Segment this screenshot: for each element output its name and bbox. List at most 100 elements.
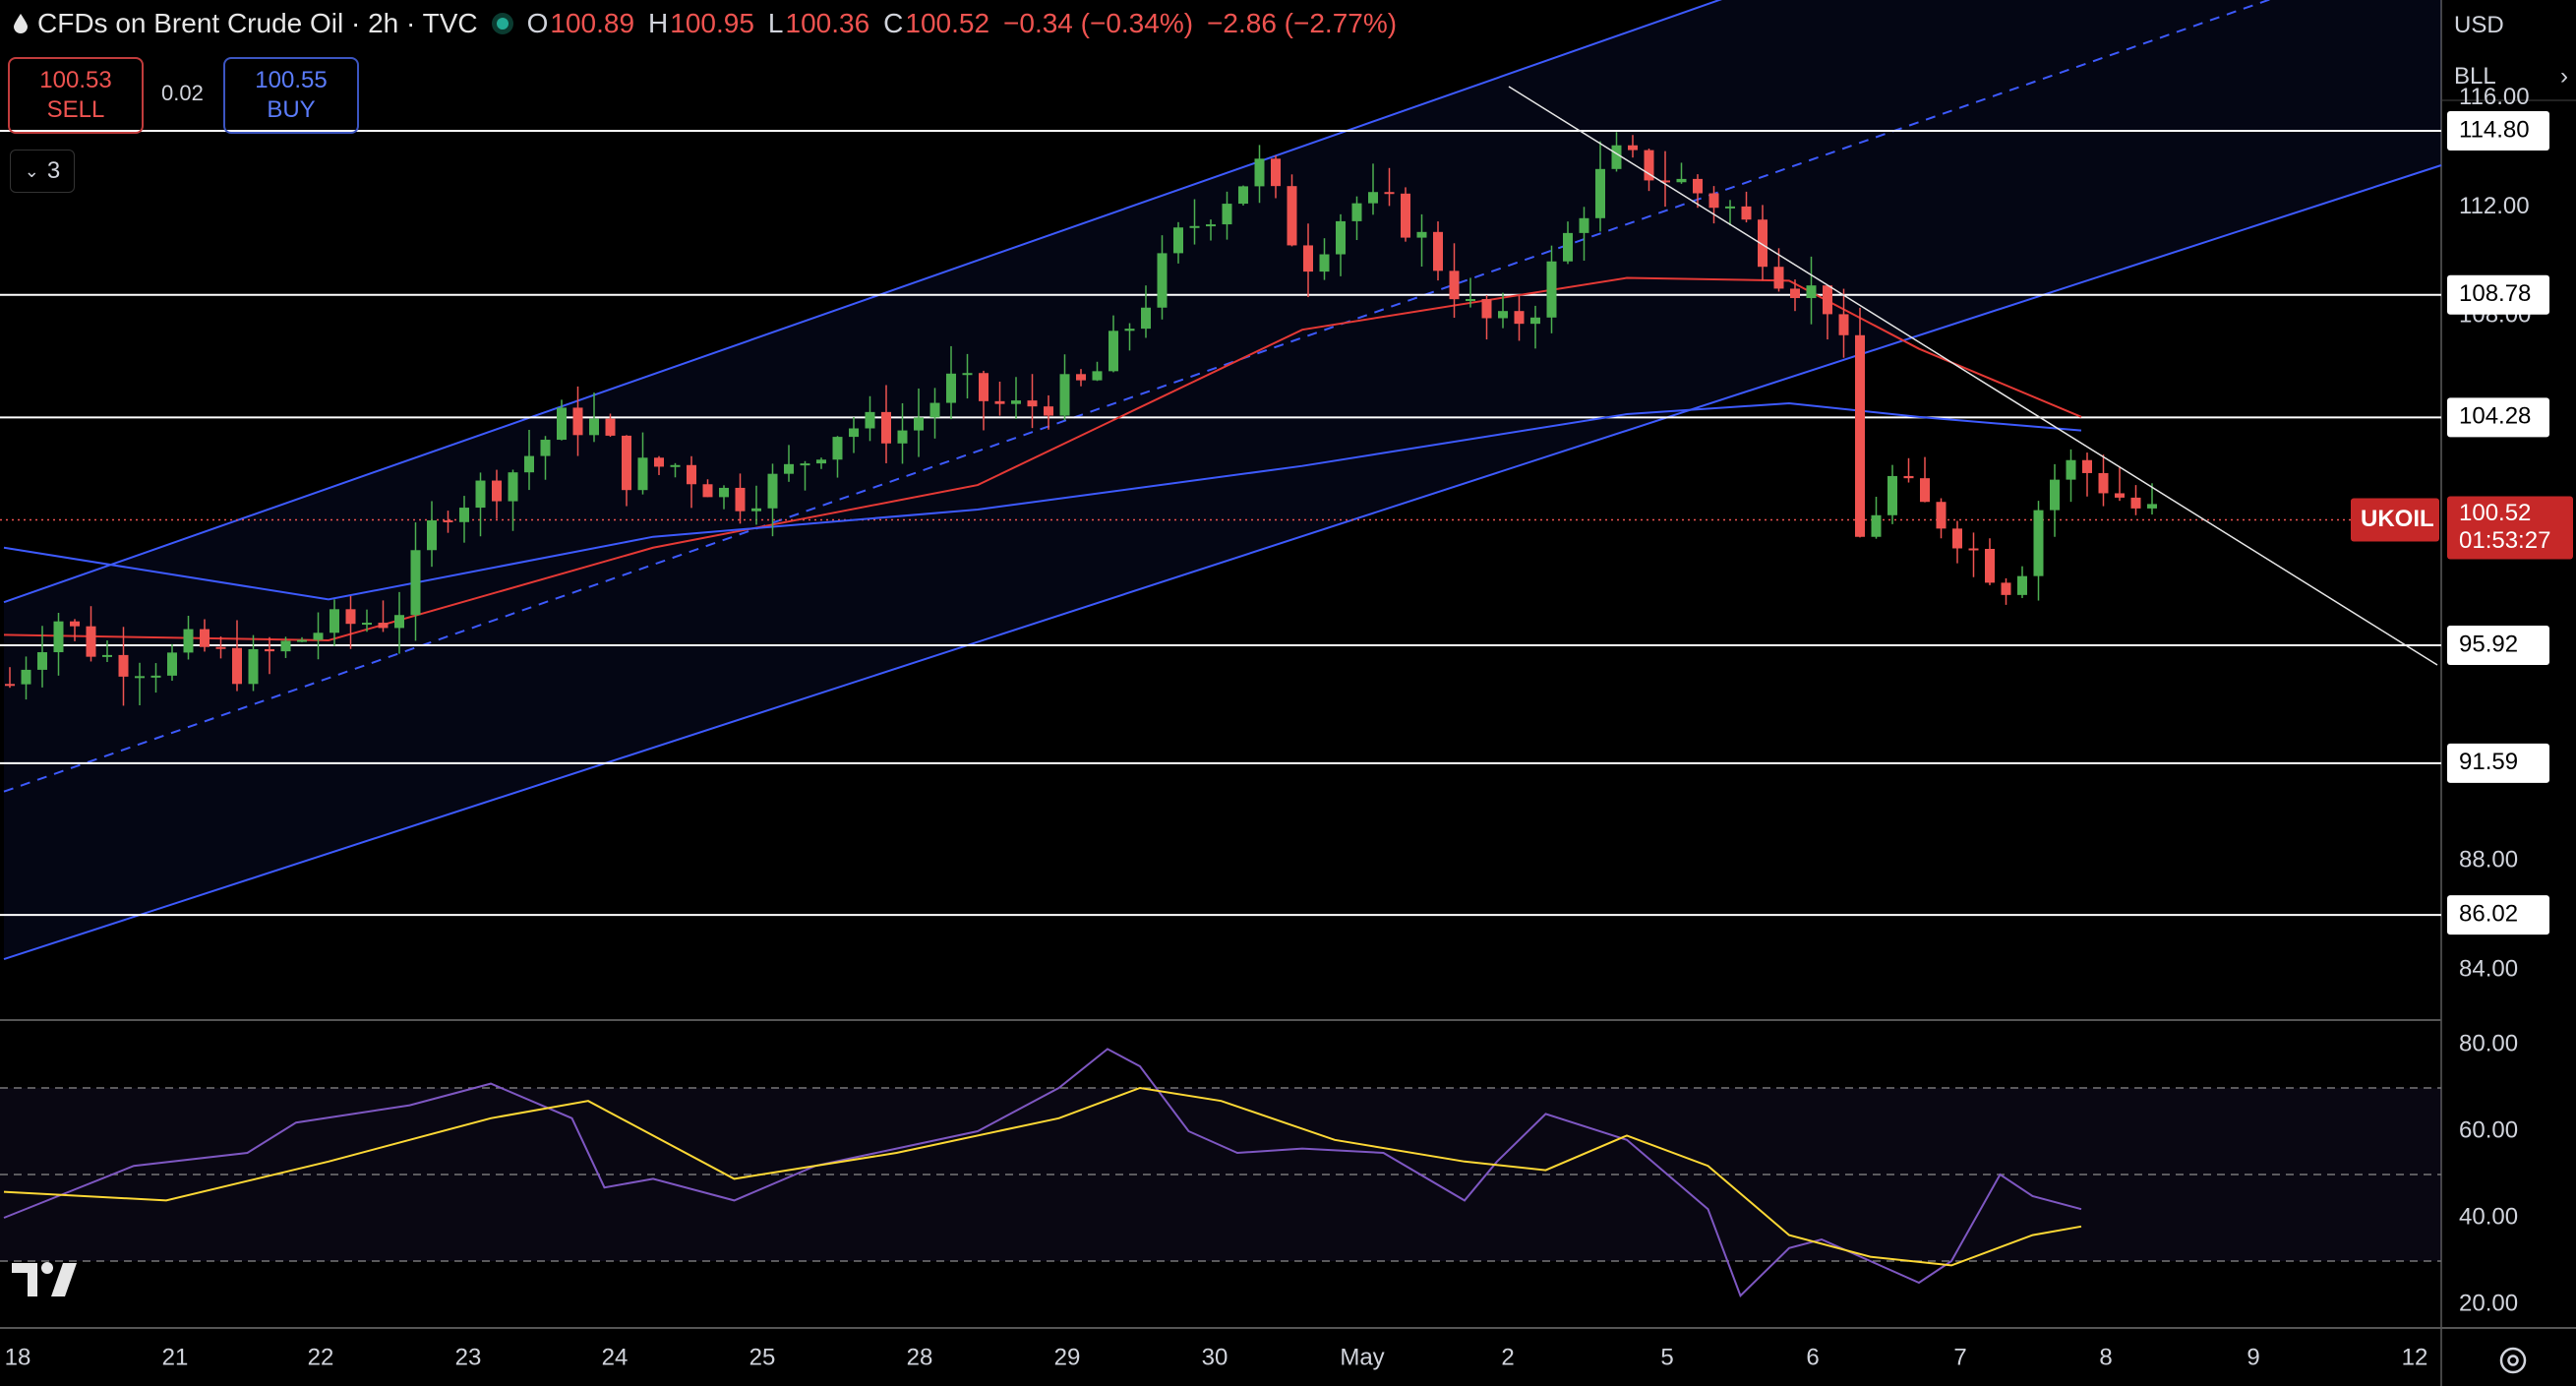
candle[interactable] xyxy=(1514,311,1525,325)
candle[interactable] xyxy=(1189,225,1200,228)
candle[interactable] xyxy=(1303,245,1313,272)
trendline[interactable] xyxy=(1508,86,2438,666)
candle[interactable] xyxy=(1628,145,1638,151)
candle[interactable] xyxy=(2033,510,2044,576)
candle[interactable] xyxy=(1936,502,1947,529)
candle[interactable] xyxy=(1336,220,1346,255)
candle[interactable] xyxy=(1011,400,1021,404)
candle[interactable] xyxy=(1108,331,1118,372)
candle[interactable] xyxy=(1871,514,1882,537)
rsi-ma-line[interactable] xyxy=(3,1086,2082,1267)
candle[interactable] xyxy=(200,629,210,647)
candle[interactable] xyxy=(1644,150,1654,181)
candle[interactable] xyxy=(410,550,421,616)
candle[interactable] xyxy=(102,654,112,657)
candle[interactable] xyxy=(557,407,567,441)
candle[interactable] xyxy=(280,640,291,652)
candle[interactable] xyxy=(2066,459,2076,480)
candle[interactable] xyxy=(1725,206,1735,209)
candle[interactable] xyxy=(1401,193,1410,238)
descending-trendline[interactable] xyxy=(1508,86,2438,666)
candle[interactable] xyxy=(1157,253,1168,308)
candle[interactable] xyxy=(1059,374,1070,416)
candle[interactable] xyxy=(459,508,469,522)
candle[interactable] xyxy=(1660,180,1670,183)
candle[interactable] xyxy=(508,472,518,502)
candle[interactable] xyxy=(135,676,145,679)
candle[interactable] xyxy=(2130,497,2141,509)
candle[interactable] xyxy=(524,455,534,473)
candle[interactable] xyxy=(670,464,681,467)
candle[interactable] xyxy=(1206,224,1216,227)
candle[interactable] xyxy=(1351,203,1362,221)
candle[interactable] xyxy=(1693,178,1703,194)
candle[interactable] xyxy=(767,473,778,509)
candle[interactable] xyxy=(1773,267,1784,289)
candle[interactable] xyxy=(1044,406,1053,416)
parallel-channel[interactable] xyxy=(3,0,2442,961)
candle[interactable] xyxy=(719,487,729,498)
candle[interactable] xyxy=(1708,193,1719,209)
symbol-title[interactable]: CFDs on Brent Crude Oil · 2h · TVC xyxy=(37,8,478,38)
candle[interactable] xyxy=(1287,186,1297,246)
candle[interactable] xyxy=(1563,232,1573,262)
candle[interactable] xyxy=(540,440,551,456)
candle[interactable] xyxy=(37,652,47,670)
candle[interactable] xyxy=(1271,158,1281,187)
moving-average-slow[interactable] xyxy=(3,401,2082,601)
candle[interactable] xyxy=(378,623,389,629)
candle[interactable] xyxy=(427,519,437,551)
candle[interactable] xyxy=(654,457,664,467)
candle[interactable] xyxy=(167,652,177,676)
candle[interactable] xyxy=(1903,475,1914,479)
candle[interactable] xyxy=(1985,548,1995,583)
candle[interactable] xyxy=(345,609,356,625)
channel-median-line[interactable] xyxy=(3,0,2441,793)
candle[interactable] xyxy=(1384,192,1395,195)
candle[interactable] xyxy=(1920,478,1930,503)
candle[interactable] xyxy=(2147,504,2157,509)
candle[interactable] xyxy=(1416,231,1427,238)
candle[interactable] xyxy=(751,508,761,512)
candle[interactable] xyxy=(1222,204,1232,225)
buy-button[interactable]: 100.55 BUY xyxy=(223,57,359,134)
candle[interactable] xyxy=(946,373,956,403)
candle[interactable] xyxy=(1676,178,1687,183)
candle[interactable] xyxy=(2115,493,2125,498)
sell-button[interactable]: 100.53 SELL xyxy=(8,57,144,134)
candle[interactable] xyxy=(232,647,242,685)
candle[interactable] xyxy=(1968,548,1979,551)
candle[interactable] xyxy=(329,609,339,633)
candle[interactable] xyxy=(816,459,826,464)
candle[interactable] xyxy=(1449,271,1460,300)
candle[interactable] xyxy=(572,407,583,436)
currency-select[interactable]: USD xyxy=(2454,6,2568,45)
candle[interactable] xyxy=(1092,371,1103,381)
candle[interactable] xyxy=(265,648,274,652)
candle[interactable] xyxy=(622,435,631,491)
candle[interactable] xyxy=(1546,261,1557,318)
candle[interactable] xyxy=(914,417,924,431)
candle[interactable] xyxy=(297,639,307,642)
candle[interactable] xyxy=(1319,254,1330,272)
candle[interactable] xyxy=(1611,145,1622,169)
candle[interactable] xyxy=(979,373,988,401)
candle[interactable] xyxy=(1790,288,1800,299)
candle[interactable] xyxy=(784,463,794,474)
candle[interactable] xyxy=(1579,217,1589,233)
price-axis-panel[interactable] xyxy=(2441,0,2576,1386)
candle[interactable] xyxy=(605,418,616,436)
candle[interactable] xyxy=(1530,317,1540,325)
candle[interactable] xyxy=(1806,285,1817,299)
candle[interactable] xyxy=(1838,314,1849,335)
candle[interactable] xyxy=(589,418,599,436)
candle[interactable] xyxy=(1173,227,1183,254)
candle[interactable] xyxy=(1027,400,1038,407)
candle[interactable] xyxy=(929,402,940,418)
candle[interactable] xyxy=(2098,472,2109,494)
candle[interactable] xyxy=(1741,206,1752,220)
candle[interactable] xyxy=(687,464,696,485)
candle[interactable] xyxy=(2082,459,2092,473)
candle[interactable] xyxy=(2050,479,2060,511)
